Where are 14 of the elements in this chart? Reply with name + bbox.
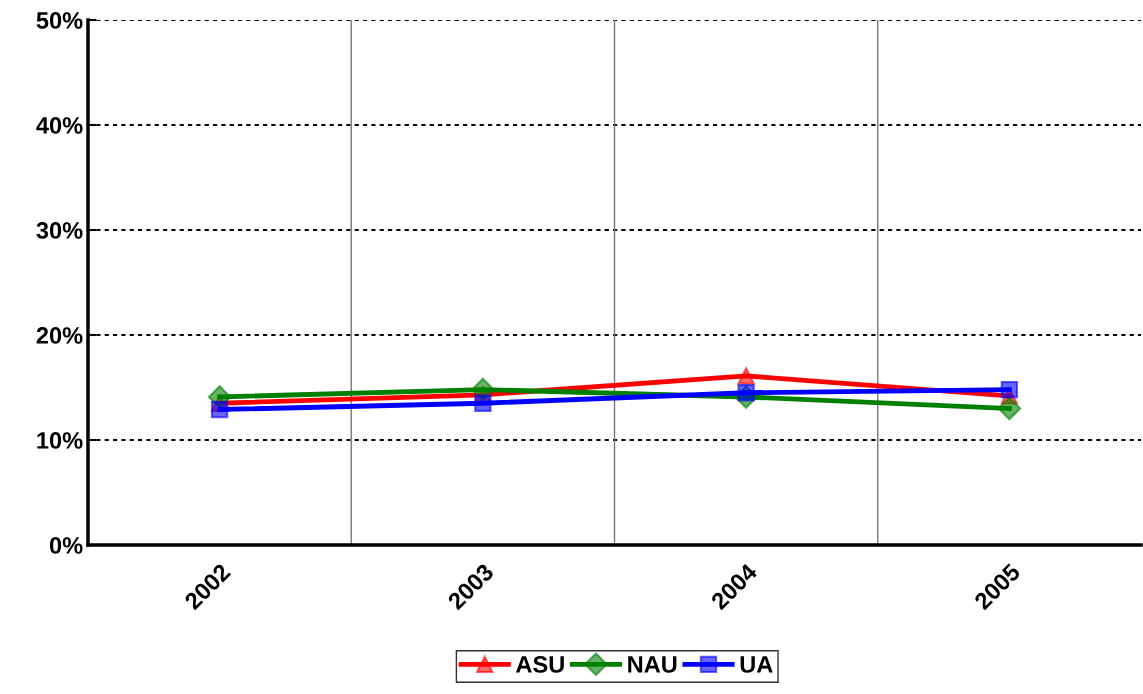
legend-label: UA [740,656,773,673]
y-tick-label: 50% [36,12,83,29]
point [474,394,492,412]
point [737,367,755,385]
y-tick-label: 40% [36,117,83,134]
legend-label: NAU [628,656,677,673]
point [997,396,1022,421]
point [1000,380,1019,399]
y-tick-label: 30% [36,222,83,239]
y-tick-label: 0% [49,537,83,554]
y-tick-label: 20% [36,327,83,344]
point [210,400,229,419]
y-tick-label: 10% [37,432,83,449]
legend-label: ASU [516,656,564,673]
